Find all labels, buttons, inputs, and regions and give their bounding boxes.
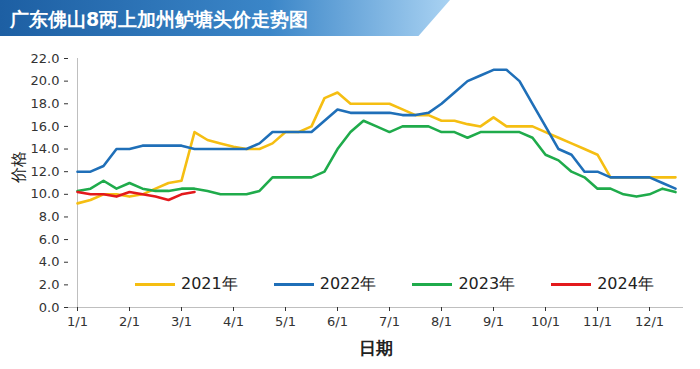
svg-text:10.0: 10.0: [31, 186, 60, 201]
svg-text:2/1: 2/1: [119, 314, 140, 329]
html-text:2022年: 2022年: [319, 274, 377, 293]
svg-text:9/1: 9/1: [483, 314, 504, 329]
svg-text:2.0: 2.0: [39, 277, 60, 292]
svg-text:12/1: 12/1: [635, 314, 664, 329]
svg-text:日期: 日期: [359, 338, 393, 358]
svg-text:3/1: 3/1: [171, 314, 192, 329]
svg-text:7/1: 7/1: [379, 314, 400, 329]
svg-text:6.0: 6.0: [39, 232, 60, 247]
svg-text:10/1: 10/1: [531, 314, 560, 329]
html-text:2024年: 2024年: [597, 274, 654, 293]
svg-text:4.0: 4.0: [39, 254, 60, 269]
html-text:2021年: 2021年: [181, 274, 238, 293]
svg-text:6/1: 6/1: [327, 314, 348, 329]
svg-text:8/1: 8/1: [431, 314, 452, 329]
html-text:2023年: 2023年: [458, 274, 516, 293]
svg-text:14.0: 14.0: [31, 141, 60, 156]
svg-text:5/1: 5/1: [275, 314, 296, 329]
html-text:广东佛山8两上加州鲈塘头价走势图: 广东佛山8两上加州鲈塘头价走势图: [10, 8, 309, 30]
svg-text:0.0: 0.0: [39, 300, 60, 315]
svg-text:18.0: 18.0: [31, 96, 60, 111]
svg-text:1/1: 1/1: [67, 314, 88, 329]
svg-text:22.0: 22.0: [31, 51, 60, 66]
svg-text:4/1: 4/1: [223, 314, 244, 329]
svg-text:16.0: 16.0: [31, 119, 60, 134]
svg-text:价格: 价格: [9, 151, 28, 184]
svg-text:11/1: 11/1: [583, 314, 612, 329]
svg-text:20.0: 20.0: [31, 73, 60, 88]
svg-text:12.0: 12.0: [31, 164, 60, 179]
svg-text:8.0: 8.0: [39, 209, 60, 224]
